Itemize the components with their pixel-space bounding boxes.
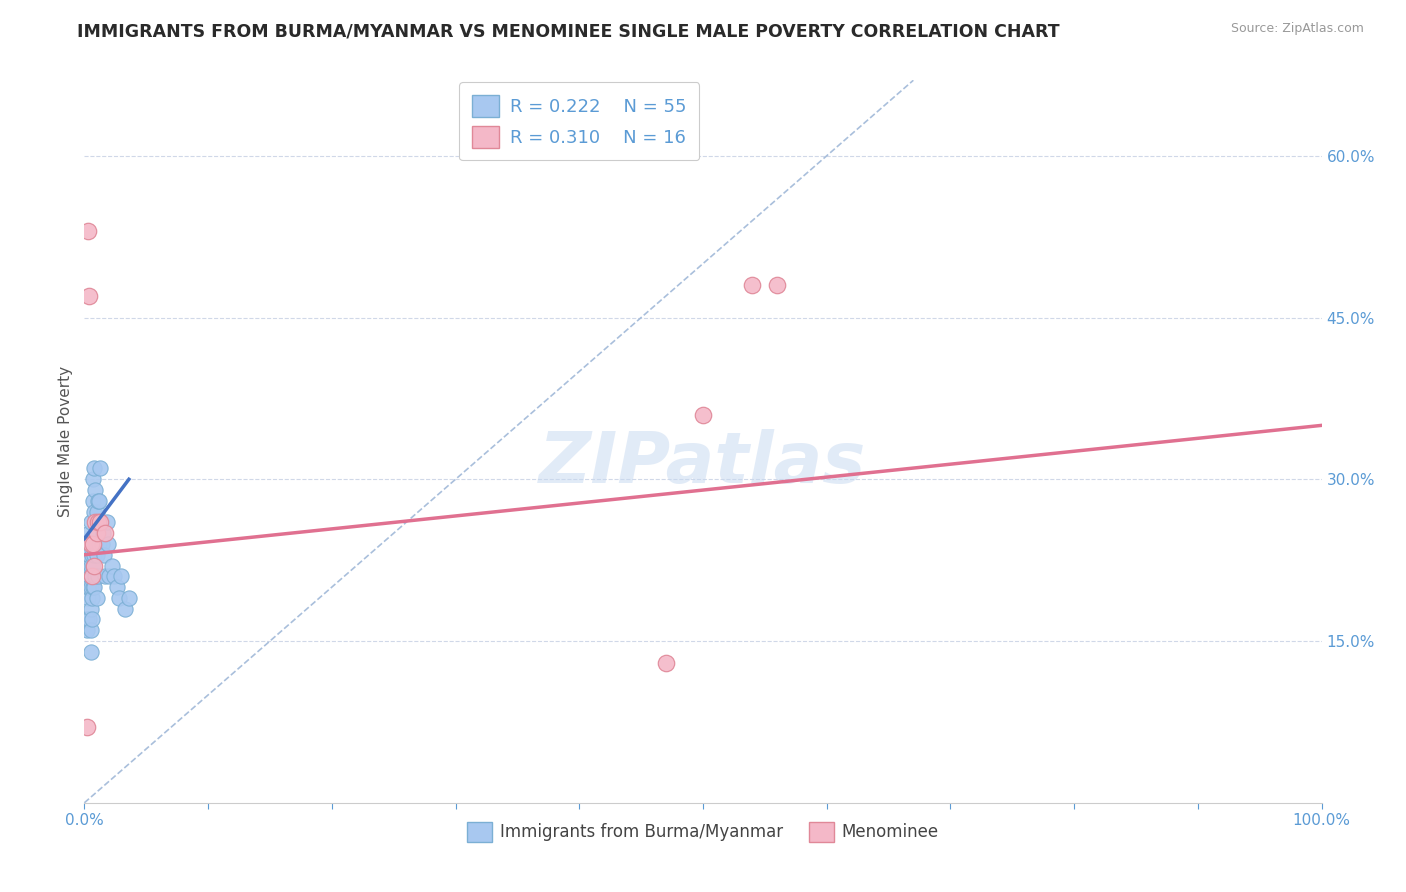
Point bbox=[79, 580, 101, 594]
Point bbox=[77, 580, 100, 594]
Point bbox=[83, 558, 105, 573]
Point bbox=[77, 569, 100, 583]
Point bbox=[77, 224, 100, 238]
Point bbox=[96, 516, 118, 530]
Point bbox=[80, 569, 103, 583]
Point bbox=[84, 483, 107, 497]
Y-axis label: Single Male Poverty: Single Male Poverty bbox=[58, 366, 73, 517]
Point bbox=[105, 580, 128, 594]
Point bbox=[91, 526, 114, 541]
Point bbox=[79, 537, 101, 551]
Point bbox=[83, 580, 105, 594]
Point bbox=[84, 516, 107, 530]
Point bbox=[83, 548, 105, 562]
Point bbox=[103, 569, 125, 583]
Point bbox=[89, 516, 111, 530]
Point bbox=[89, 537, 111, 551]
Legend: Immigrants from Burma/Myanmar, Menominee: Immigrants from Burma/Myanmar, Menominee bbox=[460, 815, 946, 848]
Point bbox=[82, 580, 104, 594]
Point bbox=[86, 591, 108, 605]
Point bbox=[80, 612, 103, 626]
Point bbox=[79, 289, 101, 303]
Text: IMMIGRANTS FROM BURMA/MYANMAR VS MENOMINEE SINGLE MALE POVERTY CORRELATION CHART: IMMIGRANTS FROM BURMA/MYANMAR VS MENOMIN… bbox=[77, 22, 1060, 40]
Point bbox=[82, 472, 104, 486]
Point bbox=[77, 591, 100, 605]
Point bbox=[79, 580, 101, 594]
Point bbox=[80, 591, 103, 605]
Point bbox=[79, 645, 101, 659]
Point bbox=[86, 548, 108, 562]
Point bbox=[79, 558, 101, 573]
Point bbox=[94, 569, 117, 583]
Point bbox=[87, 569, 110, 583]
Point bbox=[97, 537, 120, 551]
Point bbox=[741, 278, 763, 293]
Point bbox=[80, 569, 103, 583]
Point bbox=[76, 624, 98, 638]
Point bbox=[118, 591, 141, 605]
Text: Source: ZipAtlas.com: Source: ZipAtlas.com bbox=[1230, 22, 1364, 36]
Point bbox=[90, 537, 112, 551]
Point bbox=[114, 601, 136, 615]
Point bbox=[79, 601, 101, 615]
Point bbox=[89, 461, 111, 475]
Point bbox=[86, 526, 108, 541]
Point bbox=[93, 548, 115, 562]
Point bbox=[79, 612, 101, 626]
Point bbox=[80, 548, 103, 562]
Point bbox=[89, 493, 111, 508]
Point bbox=[79, 624, 101, 638]
Point bbox=[87, 493, 110, 508]
Point bbox=[82, 537, 104, 551]
Point bbox=[83, 505, 105, 519]
Point bbox=[86, 505, 108, 519]
Point bbox=[79, 548, 101, 562]
Point bbox=[77, 558, 100, 573]
Point bbox=[84, 569, 107, 583]
Point bbox=[87, 516, 110, 530]
Point bbox=[82, 493, 104, 508]
Text: ZIPatlas: ZIPatlas bbox=[540, 429, 866, 498]
Point bbox=[110, 569, 132, 583]
Point bbox=[79, 526, 101, 541]
Point bbox=[76, 720, 98, 734]
Point bbox=[83, 461, 105, 475]
Point bbox=[94, 526, 117, 541]
Point bbox=[76, 612, 98, 626]
Point bbox=[79, 537, 101, 551]
Point bbox=[82, 558, 104, 573]
Point bbox=[89, 516, 111, 530]
Point bbox=[655, 656, 678, 670]
Point bbox=[98, 569, 121, 583]
Point bbox=[79, 516, 101, 530]
Point bbox=[692, 408, 714, 422]
Point bbox=[766, 278, 789, 293]
Point bbox=[108, 591, 131, 605]
Point bbox=[100, 558, 122, 573]
Point bbox=[79, 558, 101, 573]
